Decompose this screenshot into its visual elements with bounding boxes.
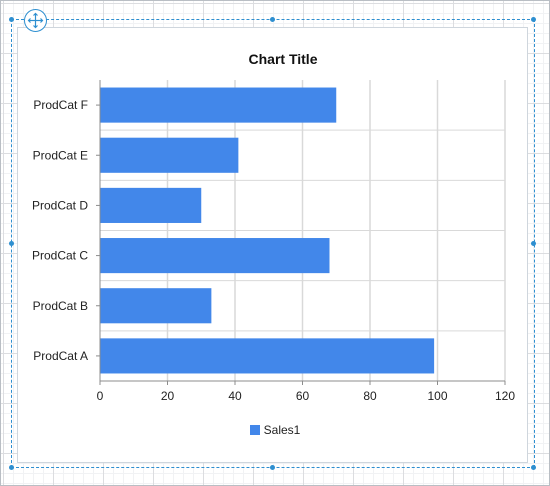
- bar-prodcat-e: [100, 137, 239, 173]
- resize-handle-bottom[interactable]: [270, 465, 275, 470]
- category-label-prodcat-f: ProdCat F: [33, 98, 88, 112]
- resize-handle-right[interactable]: [531, 241, 536, 246]
- category-label-prodcat-a: ProdCat A: [33, 349, 88, 363]
- category-label-prodcat-c: ProdCat C: [32, 249, 88, 263]
- bar-prodcat-c: [100, 238, 330, 274]
- bar-prodcat-b: [100, 288, 212, 324]
- category-label-prodcat-b: ProdCat B: [33, 299, 88, 313]
- x-tick-label-40: 40: [228, 389, 242, 403]
- chart-title[interactable]: Chart Title: [248, 51, 318, 67]
- category-label-prodcat-d: ProdCat D: [32, 198, 88, 212]
- bar-prodcat-a: [100, 338, 435, 374]
- resize-handle-bottom-left[interactable]: [9, 465, 14, 470]
- move-grip[interactable]: [24, 9, 47, 32]
- resize-handle-bottom-right[interactable]: [531, 465, 536, 470]
- x-tick-label-0: 0: [97, 389, 104, 403]
- x-tick-label-60: 60: [296, 389, 310, 403]
- legend[interactable]: Sales1: [0, 423, 550, 437]
- resize-handle-left[interactable]: [9, 241, 14, 246]
- legend-label-sales1: Sales1: [263, 423, 301, 437]
- bar-prodcat-d: [100, 187, 202, 223]
- resize-handle-top-left[interactable]: [9, 17, 14, 22]
- resize-handle-top[interactable]: [270, 17, 275, 22]
- bar-prodcat-f: [100, 87, 337, 123]
- category-label-prodcat-e: ProdCat E: [33, 148, 88, 162]
- x-tick-label-100: 100: [427, 389, 447, 403]
- x-tick-label-80: 80: [363, 389, 377, 403]
- resize-handle-top-right[interactable]: [531, 17, 536, 22]
- legend-swatch-sales1: [249, 425, 260, 435]
- x-tick-label-120: 120: [495, 389, 515, 403]
- x-tick-label-20: 20: [161, 389, 175, 403]
- move-arrows-icon: [27, 12, 44, 29]
